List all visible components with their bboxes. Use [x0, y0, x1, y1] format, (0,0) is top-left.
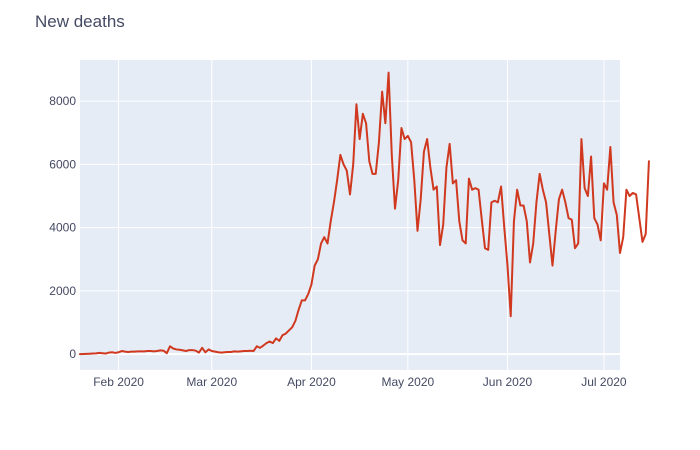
y-tick-label: 8000: [49, 94, 76, 108]
series-line-new-deaths: [79, 71, 650, 356]
plot-area: [80, 60, 620, 370]
x-tick-label: Jun 2020: [483, 375, 533, 389]
y-tick-label: 6000: [49, 157, 76, 171]
x-axis-ticks: Feb 2020 Mar 2020 Apr 2020 May 2020 Jun 2020…: [93, 375, 627, 389]
x-tick-label: Jul 2020: [581, 375, 627, 389]
x-tick-label: Apr 2020: [287, 375, 336, 389]
x-tick-label: May 2020: [382, 375, 435, 389]
y-axis-ticks: 0 2000 4000 6000 8000: [49, 94, 76, 361]
x-tick-label: Feb 2020: [93, 375, 144, 389]
chart-title: New deaths: [35, 12, 125, 31]
y-tick-label: 0: [69, 347, 76, 361]
y-tick-label: 2000: [49, 284, 76, 298]
series-layer: [79, 71, 650, 356]
grid-lines: [80, 60, 620, 370]
x-tick-label: Mar 2020: [186, 375, 237, 389]
y-tick-label: 4000: [49, 221, 76, 235]
